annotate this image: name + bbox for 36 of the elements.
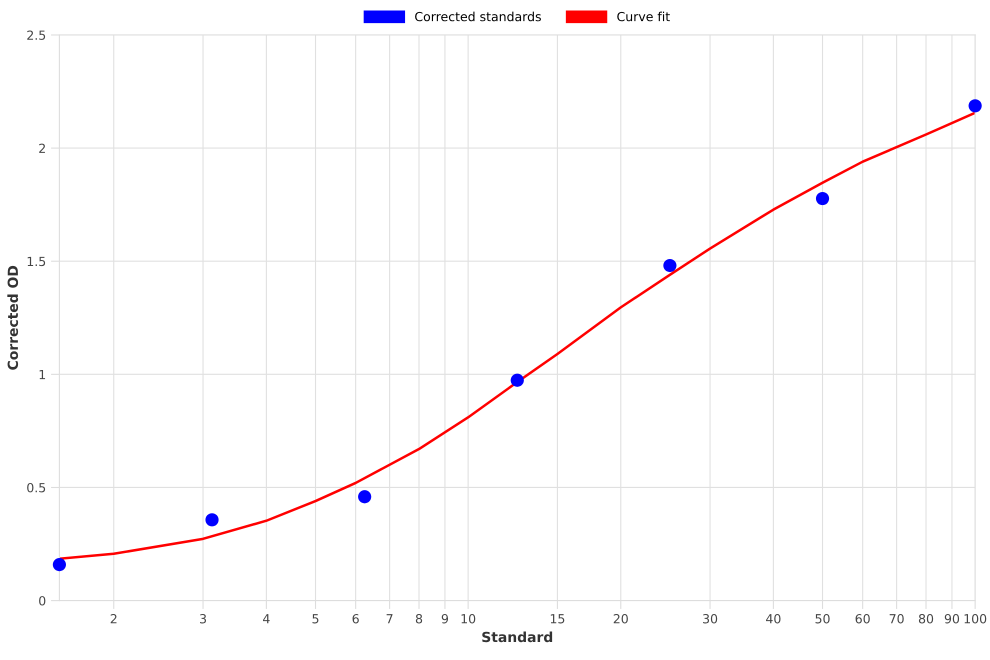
point [663,258,676,272]
x-tick-label: 4 [263,614,270,624]
x-tick-label: 80 [918,614,934,624]
y-tick-label: 0.5 [27,482,46,492]
x-tick-label: 7 [386,614,393,624]
point [205,513,219,526]
x-tick-label: 20 [614,614,628,624]
point [510,374,524,387]
y-tick-label: 0 [39,596,46,606]
y-tick-label: 1 [40,370,46,380]
y-tick-label: 2.5 [27,30,46,40]
x-tick-label: 15 [550,614,564,624]
y-tick-label: 1.5 [28,256,46,266]
x-axis-title: Standard [482,631,552,642]
point [816,192,830,206]
x-tick-label: 30 [703,614,718,624]
x-tick-label: 10 [462,614,476,624]
x-tick-label: 2 [110,614,116,624]
x-tick-label: 8 [416,614,422,624]
x-tick-label: 40 [766,614,781,624]
x-tick-label: 3 [200,614,206,624]
x-tick-label: 100 [964,614,986,624]
x-tick-label: 50 [816,614,830,624]
x-tick-label: 60 [856,614,870,624]
x-tick-label: 6 [352,614,359,624]
legend-label: Corrected standards [415,12,541,22]
legend-label: Curve fit [617,12,670,22]
y-tick-label: 2 [39,144,45,153]
y-axis-title: Corrected OD [7,266,18,370]
x-tick-label: 9 [442,614,448,624]
point [52,558,66,572]
point [968,99,982,112]
point [358,490,372,504]
x-tick-label: 70 [890,614,904,624]
x-tick-label: 90 [944,614,960,624]
x-tick-label: 5 [312,614,318,624]
